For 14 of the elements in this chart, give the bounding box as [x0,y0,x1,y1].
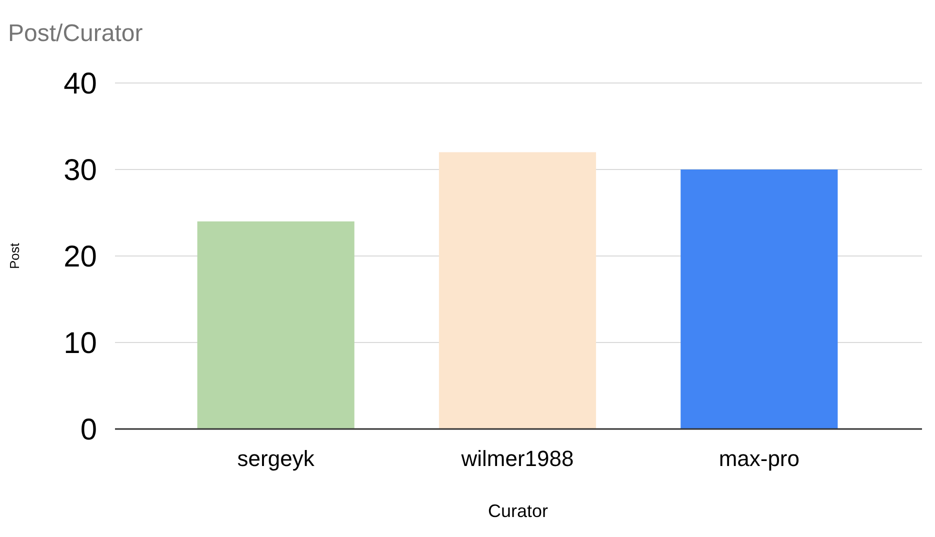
y-tick-label: 10 [64,327,97,360]
x-tick-label: max-pro [718,446,800,471]
x-axis-title: Curator [488,501,548,521]
y-tick-label: 0 [80,414,97,446]
chart-title: Post/Curator [8,20,143,47]
y-tick-label: 40 [64,68,97,100]
x-tick-label: wilmer1988 [460,446,574,471]
y-tick-label: 20 [64,240,97,274]
y-axis-title: Post [7,242,22,270]
x-tick-label: sergeyk [237,446,316,471]
y-tick-label: 30 [64,154,97,187]
bar [680,170,838,429]
bar [197,221,354,429]
bar [438,152,596,429]
